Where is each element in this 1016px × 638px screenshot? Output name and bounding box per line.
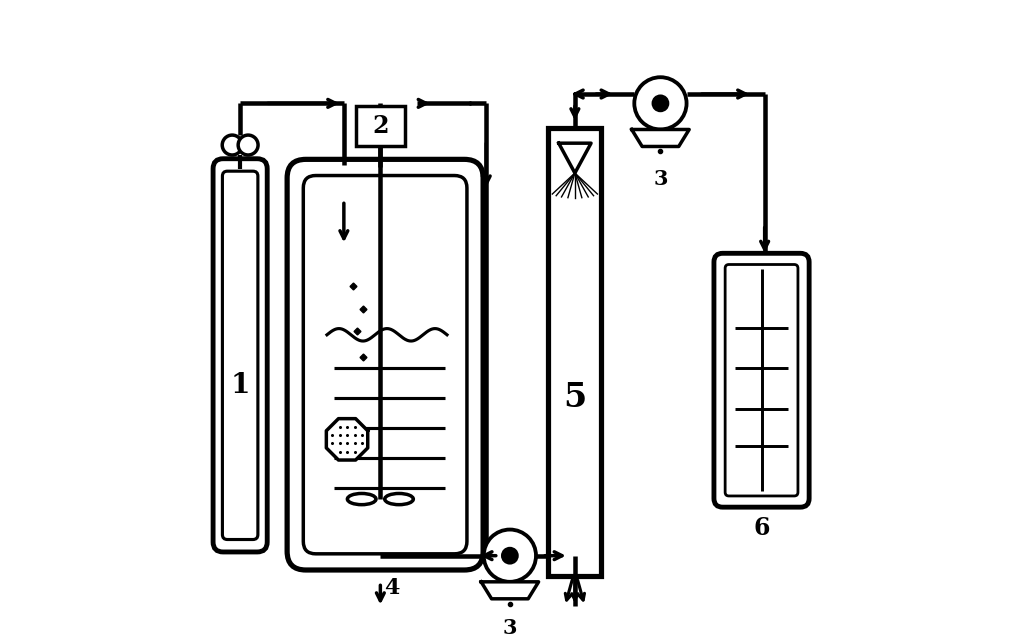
Text: 5: 5 bbox=[563, 380, 586, 413]
Text: 3: 3 bbox=[503, 618, 517, 638]
Circle shape bbox=[223, 135, 242, 155]
Circle shape bbox=[653, 96, 668, 110]
Polygon shape bbox=[632, 130, 689, 147]
FancyBboxPatch shape bbox=[304, 175, 467, 554]
Ellipse shape bbox=[347, 493, 376, 505]
FancyBboxPatch shape bbox=[223, 171, 258, 540]
Text: 1: 1 bbox=[231, 372, 250, 399]
FancyBboxPatch shape bbox=[213, 159, 267, 552]
Text: 6: 6 bbox=[753, 516, 770, 540]
Polygon shape bbox=[559, 143, 591, 173]
Text: 3: 3 bbox=[653, 169, 668, 189]
Circle shape bbox=[484, 530, 536, 582]
Ellipse shape bbox=[385, 493, 414, 505]
Polygon shape bbox=[482, 582, 538, 599]
Polygon shape bbox=[326, 419, 368, 460]
Text: 4: 4 bbox=[384, 577, 399, 599]
Text: 2: 2 bbox=[372, 114, 388, 138]
FancyBboxPatch shape bbox=[288, 160, 484, 570]
Circle shape bbox=[503, 549, 517, 563]
FancyBboxPatch shape bbox=[356, 106, 404, 145]
Bar bbox=[549, 128, 601, 576]
Circle shape bbox=[238, 135, 258, 155]
FancyBboxPatch shape bbox=[725, 265, 798, 496]
Circle shape bbox=[634, 77, 687, 130]
FancyBboxPatch shape bbox=[714, 253, 809, 507]
